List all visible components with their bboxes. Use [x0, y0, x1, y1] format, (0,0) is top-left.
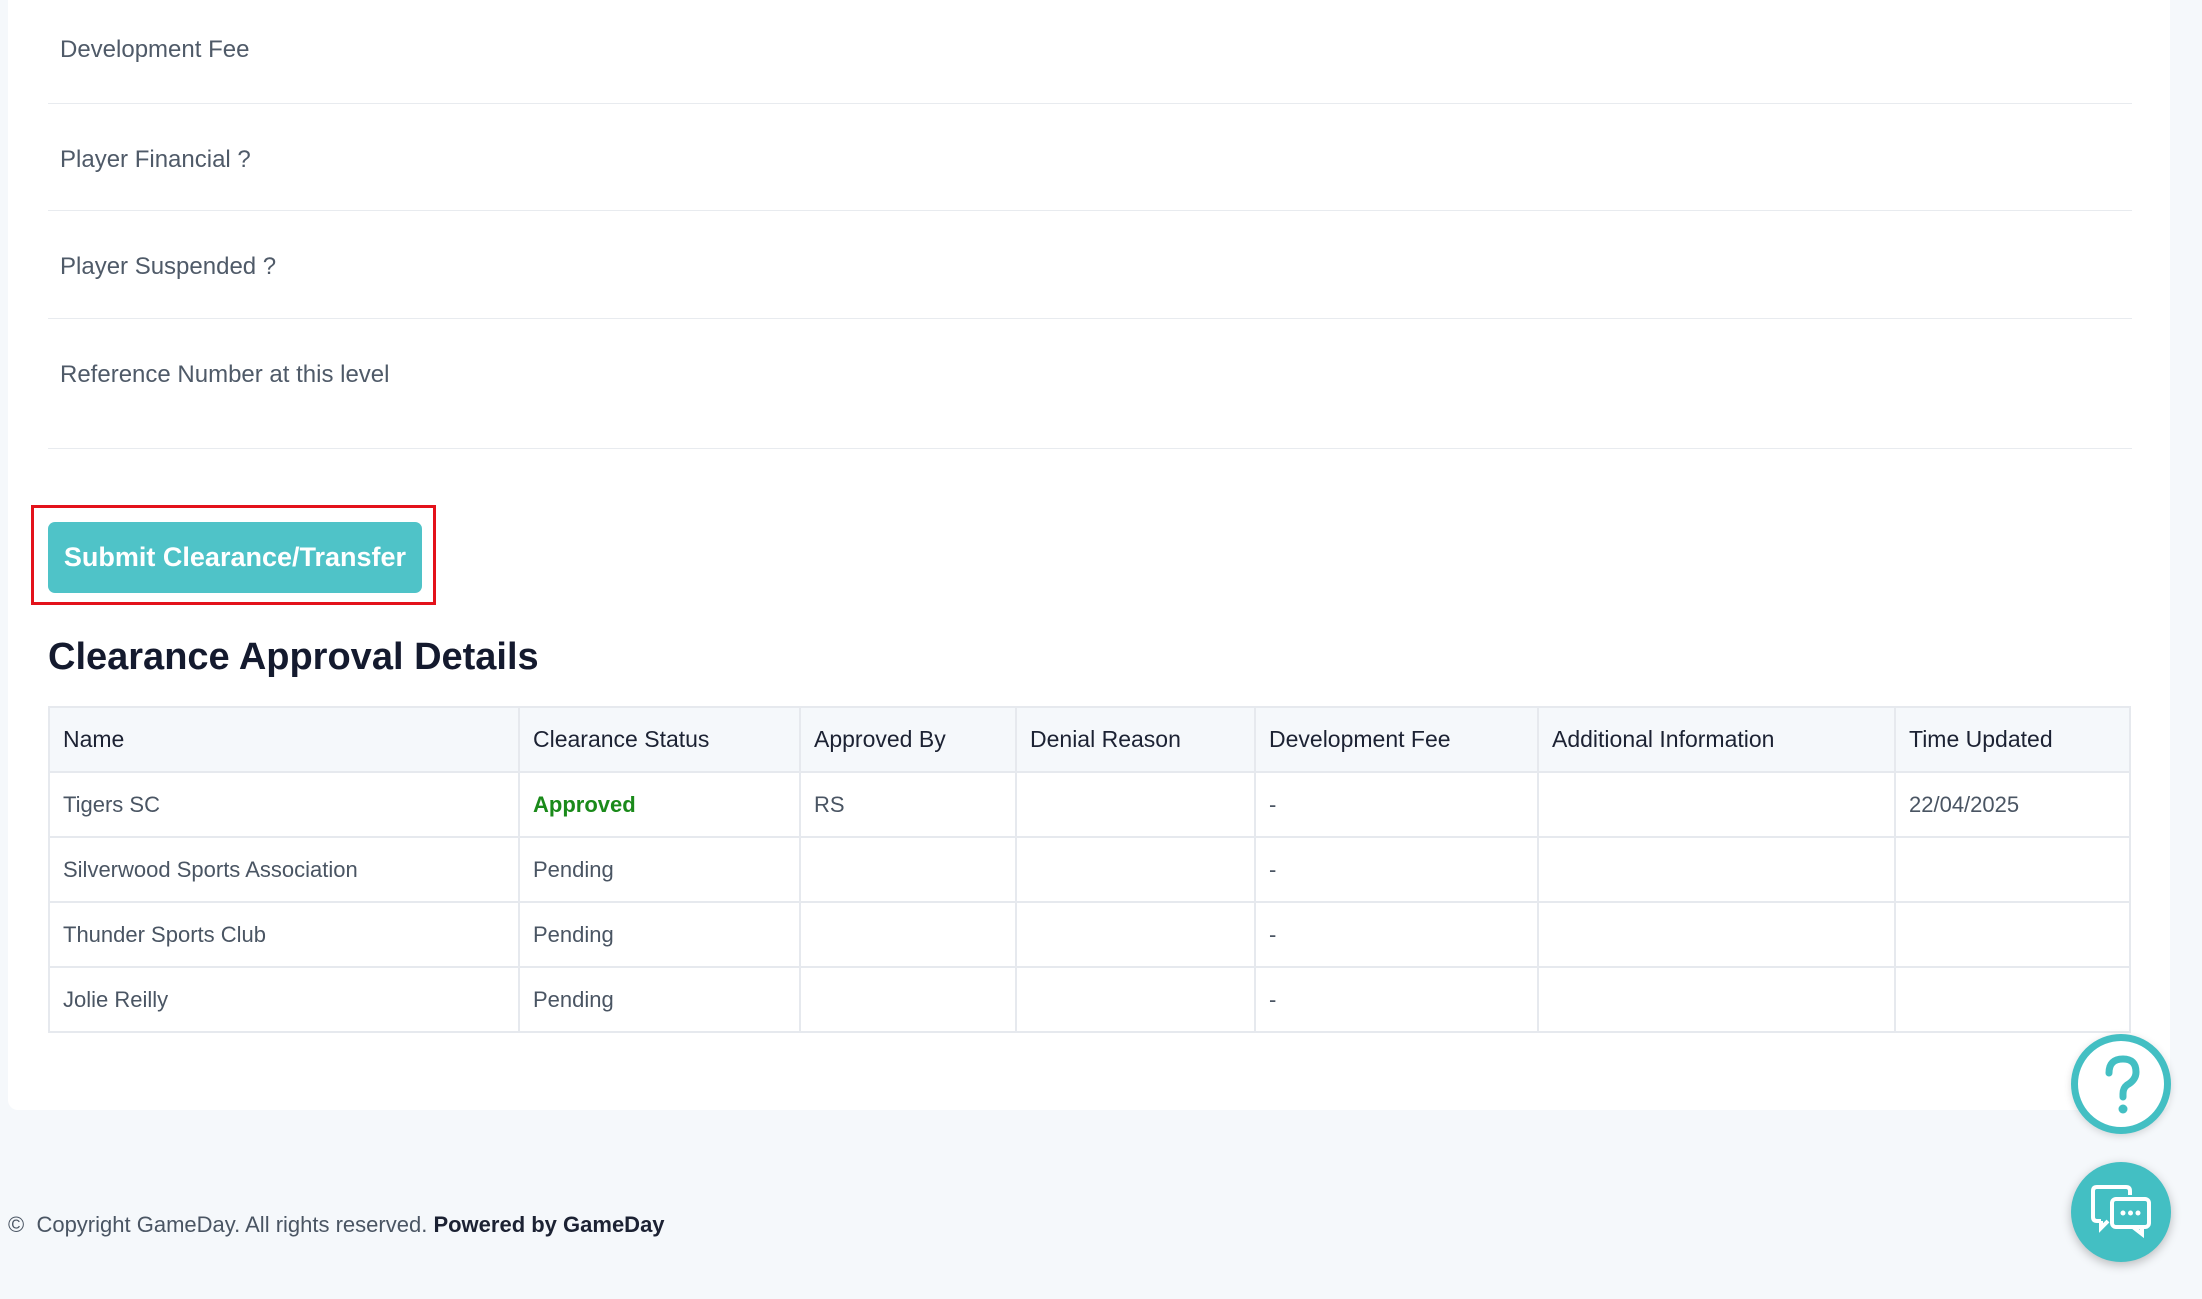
- cell-approved-by: [799, 966, 1017, 1033]
- cell-additional-information: [1537, 966, 1896, 1033]
- table-row: Silverwood Sports Association Pending -: [48, 836, 2131, 903]
- cell-name: Thunder Sports Club: [48, 901, 520, 968]
- submit-clearance-button[interactable]: Submit Clearance/Transfer: [48, 522, 422, 593]
- table-header-row: Name Clearance Status Approved By Denial…: [48, 706, 2131, 773]
- header-approved-by: Approved By: [799, 706, 1017, 773]
- chat-button[interactable]: [2071, 1162, 2171, 1262]
- header-clearance-status: Clearance Status: [518, 706, 801, 773]
- table-row: Jolie Reilly Pending -: [48, 966, 2131, 1033]
- header-additional-information: Additional Information: [1537, 706, 1896, 773]
- cell-denial-reason: [1015, 836, 1256, 903]
- cell-approved-by: [799, 901, 1017, 968]
- table-row: Thunder Sports Club Pending -: [48, 901, 2131, 968]
- copyright-icon: ©: [8, 1212, 25, 1237]
- header-time-updated: Time Updated: [1894, 706, 2131, 773]
- field-label: Development Fee: [60, 36, 250, 63]
- field-player-financial: Player Financial ?: [48, 104, 2132, 211]
- cell-development-fee: -: [1254, 901, 1539, 968]
- header-development-fee: Development Fee: [1254, 706, 1539, 773]
- clearance-table: Name Clearance Status Approved By Denial…: [48, 706, 2131, 1033]
- field-label: Player Suspended ?: [60, 253, 277, 280]
- header-denial-reason: Denial Reason: [1015, 706, 1256, 773]
- cell-additional-information: [1537, 901, 1896, 968]
- cell-clearance-status: Approved: [518, 771, 801, 838]
- cell-time-updated: [1894, 836, 2131, 903]
- table-row: Tigers SC Approved RS - 22/04/2025: [48, 771, 2131, 838]
- cell-denial-reason: [1015, 771, 1256, 838]
- cell-additional-information: [1537, 771, 1896, 838]
- cell-name: Silverwood Sports Association: [48, 836, 520, 903]
- chat-bubbles-icon: [2091, 1185, 2151, 1239]
- cell-clearance-status: Pending: [518, 966, 801, 1033]
- header-name: Name: [48, 706, 520, 773]
- field-label: Player Financial ?: [60, 146, 251, 173]
- powered-by-link[interactable]: Powered by GameDay: [433, 1212, 665, 1237]
- highlight-box: [31, 505, 436, 605]
- cell-approved-by: [799, 836, 1017, 903]
- cell-time-updated: [1894, 901, 2131, 968]
- section-title: Clearance Approval Details: [48, 636, 539, 678]
- field-development-fee: Development Fee: [48, 0, 2132, 104]
- cell-development-fee: -: [1254, 836, 1539, 903]
- cell-time-updated: [1894, 966, 2131, 1033]
- cell-approved-by: RS: [799, 771, 1017, 838]
- copyright-text: Copyright GameDay. All rights reserved.: [36, 1212, 428, 1237]
- cell-clearance-status: Pending: [518, 901, 801, 968]
- help-button[interactable]: [2071, 1034, 2171, 1134]
- cell-clearance-status: Pending: [518, 836, 801, 903]
- cell-development-fee: -: [1254, 966, 1539, 1033]
- cell-name: Jolie Reilly: [48, 966, 520, 1033]
- cell-denial-reason: [1015, 901, 1256, 968]
- cell-development-fee: -: [1254, 771, 1539, 838]
- cell-time-updated: 22/04/2025: [1894, 771, 2131, 838]
- field-reference-number: Reference Number at this level: [48, 319, 2132, 449]
- cell-name: Tigers SC: [48, 771, 520, 838]
- field-label: Reference Number at this level: [60, 361, 390, 388]
- cell-additional-information: [1537, 836, 1896, 903]
- cell-denial-reason: [1015, 966, 1256, 1033]
- footer: © Copyright GameDay. All rights reserved…: [8, 1212, 665, 1238]
- question-circle-icon: [2105, 1055, 2140, 1114]
- field-player-suspended: Player Suspended ?: [48, 211, 2132, 319]
